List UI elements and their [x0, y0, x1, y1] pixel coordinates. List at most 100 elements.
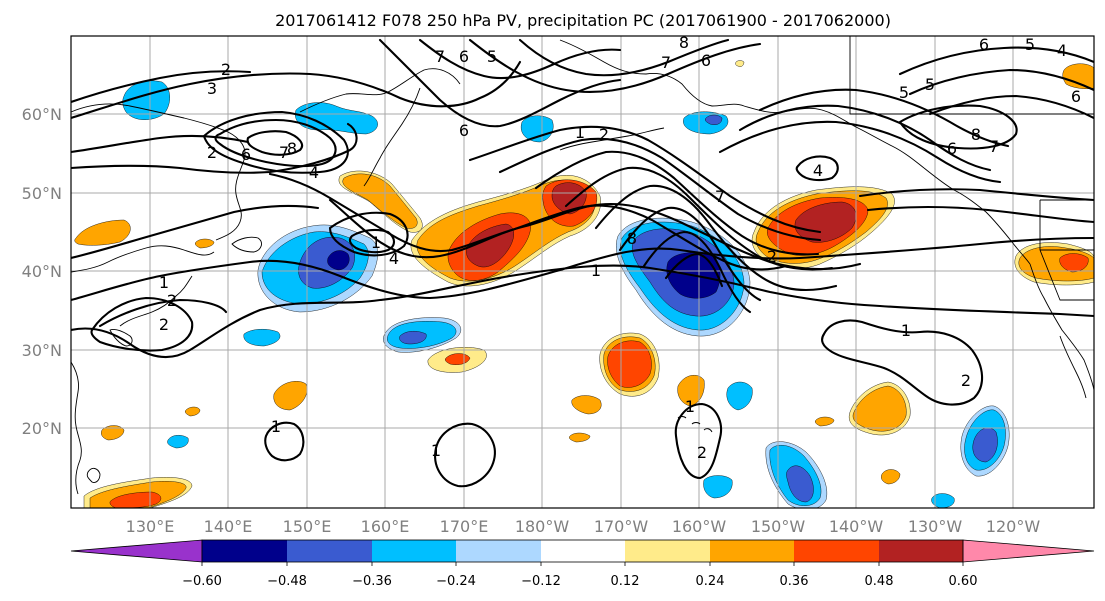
- precip-pos-blob-w1: [74, 219, 131, 246]
- colorbar-extend-min: [70, 539, 203, 563]
- map-frame: [70, 35, 1095, 509]
- colorbar-tick-label: −0.12: [521, 574, 561, 589]
- pv-contour-1-south: [71, 264, 1094, 359]
- pv-contour-trough-1: [468, 125, 822, 234]
- coastline-japan-hokkaido: [231, 236, 262, 253]
- pv-contour-closed-hawaii: [674, 402, 722, 480]
- precip-pos-blob-ne: [1062, 63, 1094, 89]
- precip-pos-blob-s8: [881, 469, 901, 485]
- map-panel: 2 3 7 6 5 8 7 6 6 5 4 5 5 6 7 8 6 4 1 2: [22, 33, 1095, 536]
- contour-label: 4: [389, 249, 399, 268]
- contour-label: 6: [459, 47, 469, 66]
- colorbar-segment: [625, 540, 710, 562]
- colorbar-tick-label: −0.60: [182, 574, 222, 589]
- pv-contour-sw-2: [90, 296, 194, 352]
- contour-label: 7: [989, 137, 999, 156]
- pv-contour-trough-2: [498, 137, 822, 242]
- precip-neg-blob-midwest-core: [399, 331, 427, 345]
- contour-label: 6: [947, 139, 957, 158]
- precip-neg-blob-sw2: [167, 435, 189, 449]
- precip-neg-blob-south-core: [786, 465, 814, 503]
- pv-contour-closed-central-east: [821, 319, 984, 406]
- pv-contour-1-north: [71, 236, 1094, 302]
- pv-contour-ridge-east-5: [758, 88, 1010, 148]
- contour-label: 4: [309, 163, 319, 182]
- coastline-korea: [71, 245, 215, 273]
- plot-title: 2017061412 F078 250 hPa PV, precipitatio…: [275, 11, 891, 30]
- coastline-bc: [923, 167, 1031, 265]
- colorbar-tick-label: −0.36: [352, 574, 392, 589]
- pv-contour-trough-5: [594, 184, 838, 292]
- lat-label-30n: 30°N: [22, 341, 62, 360]
- lon-label-120w: 120°W: [986, 517, 1041, 536]
- colorbar-tick-label: 0.24: [696, 574, 725, 589]
- lon-label-140e: 140°E: [204, 517, 253, 536]
- colorbar-segment: [202, 540, 287, 562]
- contour-label: 6: [979, 35, 989, 54]
- lat-label-40n: 40°N: [22, 262, 62, 281]
- contour-label: 5: [925, 75, 935, 94]
- coastline-hawaii: [677, 416, 713, 433]
- contour-label: 5: [487, 47, 497, 66]
- colorbar-tick-labels: −0.60 −0.48 −0.36 −0.24 −0.12 0.12 0.24 …: [182, 574, 977, 589]
- pv-contour-ne-closed: [898, 104, 1018, 150]
- pv-contours: [71, 38, 1094, 488]
- contour-label: 2: [159, 315, 169, 334]
- contour-label: 2: [697, 443, 707, 462]
- contour-label: 7: [715, 187, 725, 206]
- contour-label: 1: [159, 273, 169, 292]
- contour-label: 7: [661, 53, 671, 72]
- colorbar-segment: [456, 540, 541, 562]
- contour-label: 2: [767, 247, 777, 266]
- precip-pos-blob-s4: [571, 395, 602, 415]
- pv-contour-7-left: [202, 110, 349, 174]
- lon-label-170e: 170°E: [440, 517, 489, 536]
- map-background: [71, 36, 1094, 508]
- coastline-china: [71, 361, 82, 495]
- colorbar-tick-label: 0.36: [780, 574, 809, 589]
- colorbar-segment: [879, 540, 963, 562]
- contour-labels: 2 3 7 6 5 8 7 6 6 5 4 5 5 6 7 8 6 4 1 2: [159, 33, 1081, 462]
- pv-contour-west-1: [71, 204, 320, 260]
- colorbar-tick-label: −0.48: [267, 574, 307, 589]
- pv-contour-closed-west: [264, 421, 305, 462]
- pv-contour-ne-2: [908, 68, 1094, 96]
- colorbar-tick-label: 0.60: [949, 574, 978, 589]
- contour-label: 6: [241, 145, 251, 164]
- contour-label: 8: [679, 33, 689, 52]
- precipitation-shading: [74, 60, 1094, 508]
- lon-label-160w: 160°W: [672, 517, 727, 536]
- lon-label-150e: 150°E: [283, 517, 332, 536]
- contour-label: 7: [435, 47, 445, 66]
- contour-label: 1: [591, 261, 601, 280]
- pv-contour-ne-1: [898, 46, 1094, 76]
- pv-contour-trough-3: [534, 150, 820, 256]
- precip-neg-blob-alaska-core: [705, 114, 723, 125]
- pv-contour-kuril-trough-2: [348, 228, 396, 254]
- contour-label: 1: [271, 417, 281, 436]
- colorbar-tick-label: −0.24: [436, 574, 476, 589]
- pv-contour-5-upper: [418, 38, 622, 80]
- contour-label: 1: [685, 397, 695, 416]
- pv-contour-kuril-trough-1: [328, 211, 409, 257]
- precip-pos-blob-s7: [815, 416, 835, 427]
- lon-label-170w: 170°W: [594, 517, 649, 536]
- precip-neg-blob-se2: [931, 493, 955, 508]
- latitude-labels: 60°N 50°N 40°N 30°N 20°N: [22, 105, 62, 438]
- pv-contour-4-west: [71, 122, 358, 174]
- precip-pos-blob-kuril-light: [342, 173, 418, 229]
- contour-label: 2: [207, 143, 217, 162]
- contour-label: 1: [431, 441, 441, 460]
- pv-contour-east-ridge-lower: [858, 188, 1094, 202]
- precip-pos-blob-sw-medium: [109, 491, 162, 508]
- pv-contour-ridge-east-6: [738, 104, 992, 172]
- pv-contour-4-east: [795, 155, 839, 182]
- contour-label: 6: [1071, 87, 1081, 106]
- pv-contour-6-mid: [328, 198, 788, 271]
- lon-label-180w: 180°W: [515, 517, 570, 536]
- contour-label: 8: [627, 229, 637, 248]
- lon-label-130w: 130°W: [908, 517, 963, 536]
- precip-neg-blob-hawaii: [726, 381, 753, 411]
- coastline-us-states: [1039, 199, 1094, 301]
- contour-label: 7: [279, 143, 289, 162]
